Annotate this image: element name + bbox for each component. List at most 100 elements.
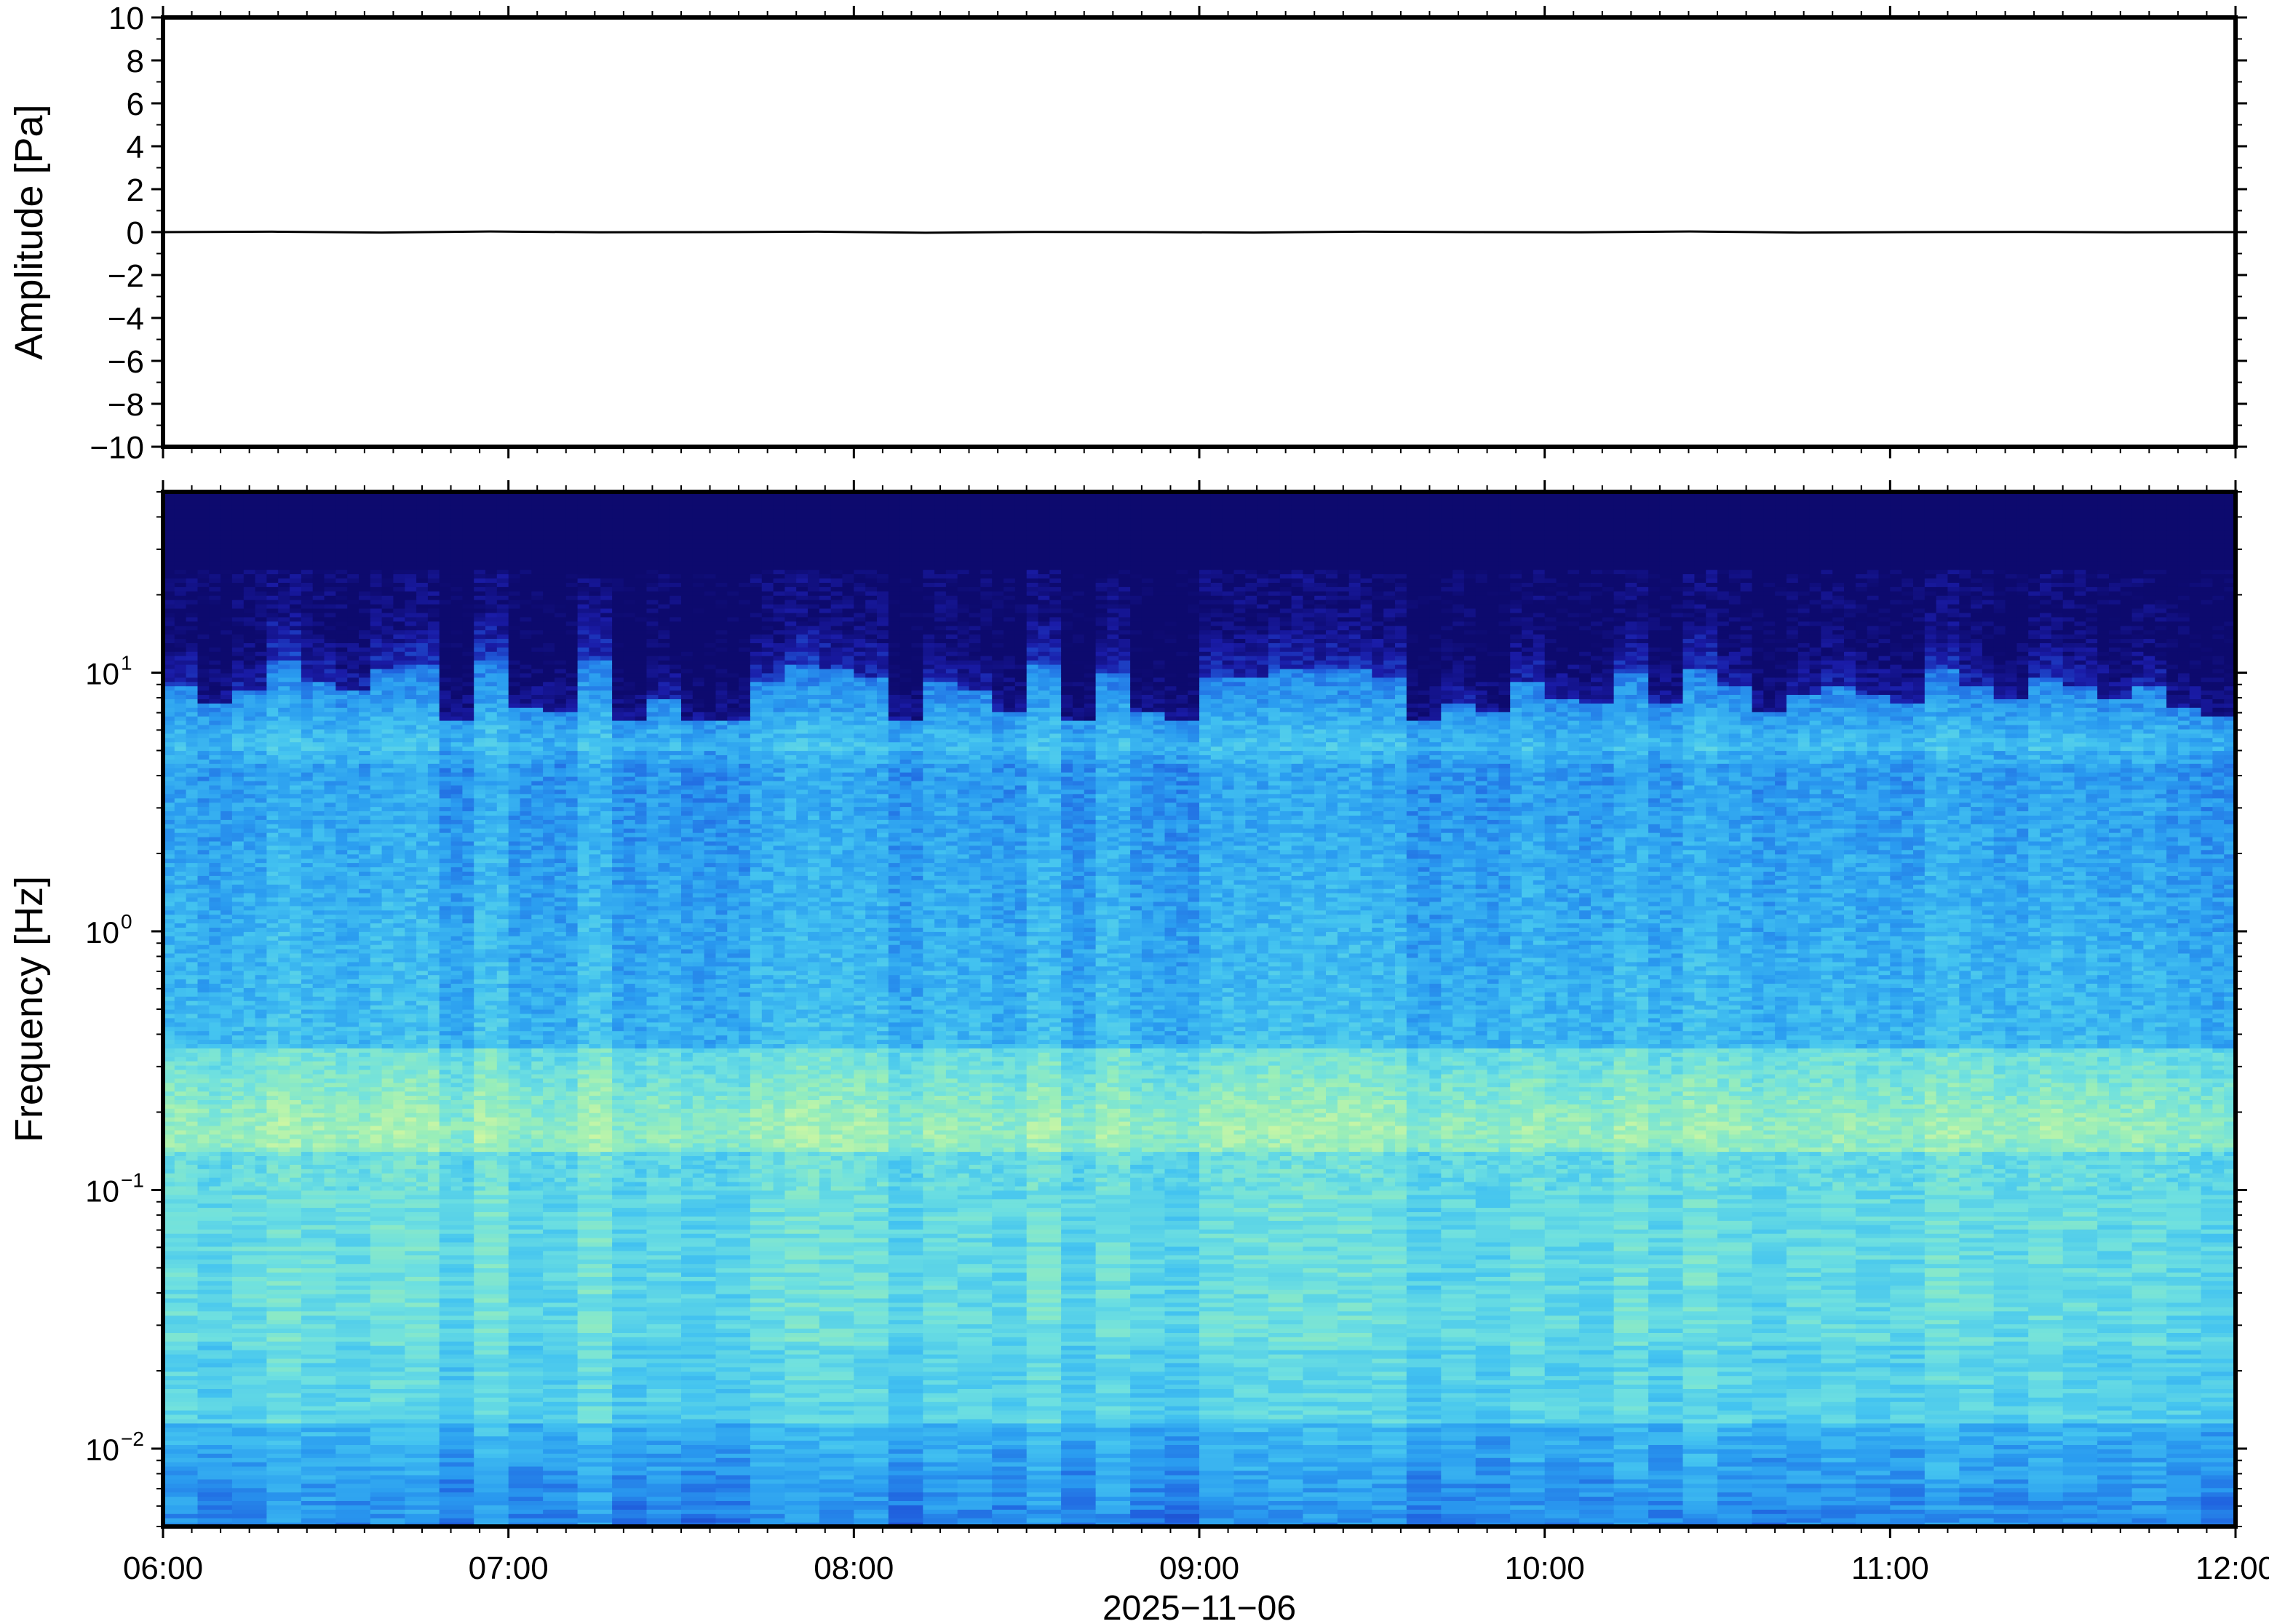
heatmap-cell (992, 1385, 1027, 1390)
heatmap-cell (2028, 1500, 2063, 1505)
heatmap-cell (1648, 1311, 1683, 1316)
heatmap-cell (1614, 1444, 1649, 1449)
heatmap-cell (1994, 1298, 2029, 1303)
heatmap-cell (232, 1428, 267, 1433)
heatmap-cell (1096, 1376, 1131, 1381)
heatmap-cell (1303, 1380, 1338, 1385)
heatmap-cell (1821, 1401, 1856, 1406)
heatmap-cell (440, 1462, 474, 1467)
heatmap-cell (2063, 1380, 2098, 1385)
heatmap-cell (1027, 1281, 1062, 1286)
heatmap-cell (2201, 1505, 2236, 1510)
heatmap-cell (647, 1345, 682, 1350)
heatmap-cell (1959, 1298, 1994, 1303)
heatmap-cell (2063, 1410, 2098, 1415)
heatmap-cell (2063, 1423, 2098, 1428)
heatmap-cell (750, 1276, 785, 1281)
heatmap-cell (163, 1294, 198, 1299)
heatmap-cell (405, 1380, 440, 1385)
heatmap-cell (958, 1367, 993, 1372)
heatmap-cell (1994, 1350, 2029, 1355)
heatmap-cell (2201, 1436, 2236, 1441)
heatmap-cell (1787, 1462, 1821, 1467)
heatmap-cell (1441, 1393, 1476, 1398)
heatmap-cell (1130, 1345, 1165, 1350)
heatmap-cell (992, 1289, 1027, 1294)
heatmap-cell (1925, 1358, 1960, 1364)
heatmap-cell (1234, 1268, 1269, 1273)
heatmap-cell (1268, 1264, 1303, 1269)
heatmap-cell (1717, 1470, 1752, 1476)
heatmap-cell (232, 1513, 267, 1518)
heatmap-cell (1165, 1479, 1200, 1484)
heatmap-cell (750, 1509, 785, 1514)
heatmap-cell (923, 1513, 958, 1518)
heatmap-cell (612, 1358, 647, 1364)
heatmap-cell (854, 1449, 889, 1454)
heatmap-cell (509, 1470, 544, 1476)
heatmap-cell (2201, 1337, 2236, 1342)
heatmap-cell (1717, 1298, 1752, 1303)
heatmap-cell (681, 1497, 716, 1502)
heatmap-cell (335, 1509, 370, 1514)
heatmap-cell (1683, 1332, 1718, 1337)
heatmap-cell (1890, 1285, 1925, 1290)
heatmap-cell (1027, 1393, 1062, 1398)
heatmap-cell (1614, 1350, 1649, 1355)
heatmap-cell (1476, 1410, 1511, 1415)
heatmap-cell (232, 1453, 267, 1458)
heatmap-cell (819, 1376, 854, 1381)
heatmap-cell (232, 1500, 267, 1505)
heatmap-cell (578, 1518, 613, 1523)
heatmap-cell (1856, 1341, 1891, 1346)
heatmap-cell (1717, 1302, 1752, 1307)
heatmap-cell (1234, 1276, 1269, 1281)
heatmap-cell (1338, 1419, 1372, 1424)
heatmap-cell (1717, 1367, 1752, 1372)
heatmap-cell (543, 1500, 578, 1505)
heatmap-cell (681, 1281, 716, 1286)
heatmap-cell (1096, 1488, 1131, 1493)
heatmap-cell (647, 1337, 682, 1342)
heatmap-cell (1648, 1298, 1683, 1303)
heatmap-cell (1476, 1276, 1511, 1281)
heatmap-cell (1199, 1358, 1234, 1364)
heatmap-cell (266, 1307, 301, 1312)
heatmap-cell (681, 1419, 716, 1424)
heatmap-cell (1476, 1376, 1511, 1381)
heatmap-cell (2166, 1441, 2201, 1446)
heatmap-cell (889, 1285, 923, 1290)
heatmap-cell (370, 1470, 405, 1476)
heatmap-cell (301, 1497, 336, 1502)
heatmap-cell (923, 1414, 958, 1420)
heatmap-cell (889, 1432, 923, 1437)
heatmap-cell (474, 1410, 509, 1415)
heatmap-cell (578, 1307, 613, 1312)
heatmap-cell (1648, 1419, 1683, 1424)
heatmap-cell (819, 1259, 854, 1265)
heatmap-cell (1856, 1311, 1891, 1316)
heatmap-cell (266, 1441, 301, 1446)
heatmap-cell (854, 1367, 889, 1372)
heatmap-cell (750, 1449, 785, 1454)
heatmap-cell (1061, 1307, 1096, 1312)
heatmap-cell (681, 1358, 716, 1364)
heatmap-cell (370, 1285, 405, 1290)
heatmap-cell (578, 1376, 613, 1381)
heatmap-cell (1338, 1428, 1372, 1433)
heatmap-cell (750, 1380, 785, 1385)
heatmap-cell (440, 1324, 474, 1329)
heatmap-cell (1683, 1470, 1718, 1476)
heatmap-cell (1959, 1419, 1994, 1424)
heatmap-cell (2132, 1324, 2167, 1329)
heatmap-cell (1821, 1358, 1856, 1364)
heatmap-cell (198, 1453, 233, 1458)
heatmap-cell (1096, 1479, 1131, 1484)
heatmap-cell (784, 1341, 819, 1346)
heatmap-cell (1787, 1350, 1821, 1355)
heatmap-cell (1579, 1341, 1614, 1346)
heatmap-cell (1787, 1419, 1821, 1424)
heatmap-cell (681, 1320, 716, 1325)
heatmap-cell (2097, 1453, 2132, 1458)
